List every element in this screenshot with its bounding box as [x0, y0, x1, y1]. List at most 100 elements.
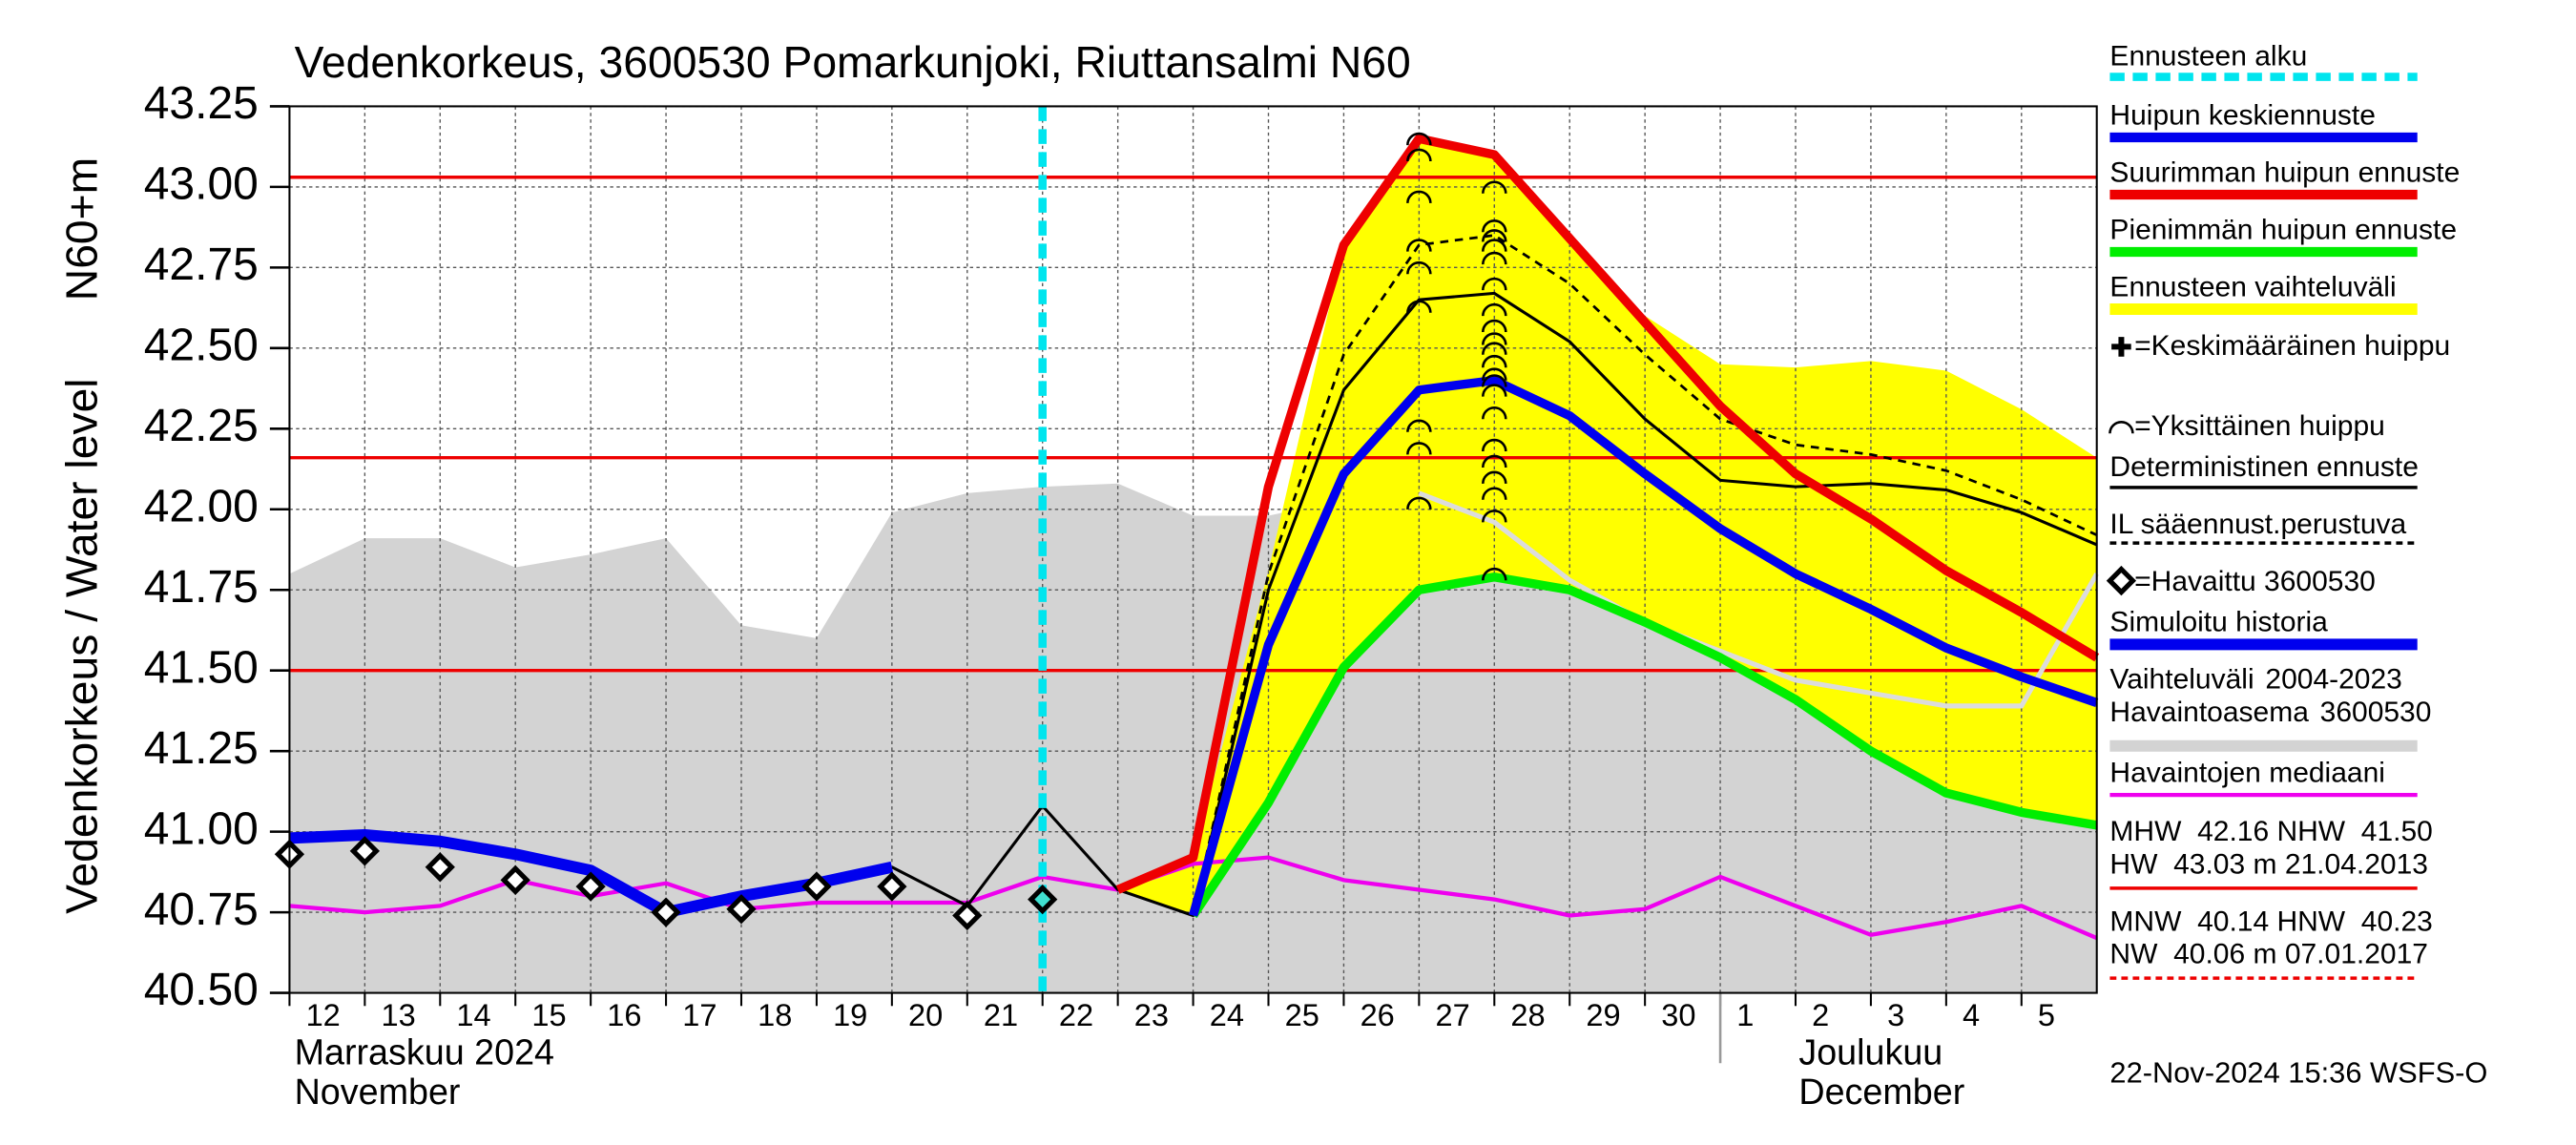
legend-symbol [2109, 421, 2134, 434]
single-peak [1482, 384, 1507, 397]
single-peak [1482, 487, 1507, 500]
legend-entry-text: Ennusteen vaihteluväli [2109, 269, 2397, 303]
plot-frame [288, 105, 2098, 994]
x-tick-label: 20 [908, 998, 943, 1032]
legend-entry-text: Pienimmän huipun ennuste [2109, 212, 2458, 246]
single-peak [1482, 374, 1507, 387]
y-tick-label: 42.25 [144, 401, 259, 451]
series-line [1189, 572, 2098, 919]
single-peak [1482, 302, 1507, 317]
single-peak [1482, 406, 1507, 420]
single-peak [1482, 319, 1507, 333]
x-tick-label: 18 [758, 998, 792, 1032]
y-tick-label: 40.50 [144, 965, 259, 1015]
observed-point [801, 871, 832, 902]
stats-text: NW 40.06 m 07.01.2017 [2109, 937, 2428, 969]
single-peak [1482, 367, 1507, 381]
legend-entry-text: Huipun keskiennuste [2109, 97, 2376, 132]
x-tick-label: 26 [1361, 998, 1395, 1032]
x-tick-label: 25 [1285, 998, 1319, 1032]
single-peak [1406, 496, 1432, 510]
legend-entry: =Yksittäinen huippu [2134, 408, 2385, 442]
legend-entry-text: Vaihteluväli 2004-2023 Havaintoasema 360… [2109, 662, 2432, 728]
observed-point [500, 864, 530, 895]
observed-point [575, 871, 606, 902]
legend-entry-text: Havaintojen mediaani [2109, 756, 2385, 789]
single-peak [1482, 567, 1507, 581]
single-peak [1482, 470, 1507, 484]
legend-entry: Deterministinen ennuste [2109, 449, 2419, 483]
legend-entry: Huipun keskiennuste [2109, 97, 2376, 132]
legend-entry-text: Ennusteen alku [2109, 39, 2308, 73]
series-line [891, 291, 2098, 918]
x-tick-label: 14 [456, 998, 490, 1032]
footer: 22-Nov-2024 15:36 WSFS-O [2109, 1055, 2487, 1089]
month-label: Joulukuu [1798, 1032, 1942, 1072]
single-peak [1406, 132, 1432, 146]
x-tick-label: 27 [1436, 998, 1470, 1032]
single-peak [1482, 510, 1507, 523]
legend-entry: Simuloitu historia [2109, 605, 2327, 637]
y-tick-label: 41.00 [144, 803, 259, 854]
legend-entry: Ennusteen vaihteluväli [2109, 269, 2397, 303]
chart-title: Vedenkorkeus, 3600530 Pomarkunjoki, Riut… [295, 37, 1411, 87]
y-tick-label: 43.25 [144, 78, 259, 129]
x-tick-label: 23 [1134, 998, 1169, 1032]
legend-entry-text: =Yksittäinen huippu [2134, 408, 2385, 442]
single-peak [1482, 251, 1507, 265]
legend-entry: Havaintojen mediaani [2109, 756, 2385, 789]
y-tick-label: 41.50 [144, 642, 259, 693]
single-peak [1406, 190, 1432, 203]
legend-entry-text: Deterministinen ennuste [2109, 449, 2419, 483]
observed-point [349, 836, 380, 866]
legend-entry-text: =Keskimääräinen huippu [2134, 328, 2451, 362]
legend-entry: Suurimman huipun ennuste [2109, 155, 2461, 189]
stats-text: MNW 40.14 HNW 40.23 [2109, 905, 2433, 938]
observed-point [877, 871, 907, 902]
stats-text: HW 43.03 m 21.04.2013 [2109, 847, 2428, 880]
y-tick-label: 42.50 [144, 321, 259, 371]
y-tick-label: 41.25 [144, 723, 259, 774]
single-peak [1482, 354, 1507, 368]
legend-entry: =Havaittu 3600530 [2134, 564, 2376, 596]
y-tick-label: 42.00 [144, 481, 259, 531]
single-peak [1482, 219, 1507, 233]
legend-entry-text: Suurimman huipun ennuste [2109, 155, 2461, 189]
stats-text: MHW 42.16 NHW 41.50 [2109, 814, 2433, 847]
single-peak [1482, 180, 1507, 194]
x-tick-label: 4 [1963, 998, 1980, 1032]
single-peak [1482, 277, 1507, 291]
x-tick-label: 17 [682, 998, 717, 1032]
series-line [1115, 134, 2100, 894]
x-tick-label: 19 [833, 998, 867, 1032]
legend-symbol [2111, 337, 2131, 357]
y-axis-unit: N60+m [56, 157, 106, 301]
stats-text-text: MHW 42.16 NHW 41.50 [2109, 814, 2433, 847]
single-peak [1406, 239, 1432, 252]
x-tick-label: 30 [1661, 998, 1695, 1032]
month-label-en: December [1798, 1072, 1964, 1112]
y-tick-label: 42.75 [144, 239, 259, 290]
single-peak [1482, 438, 1507, 452]
x-tick-label: 21 [984, 998, 1018, 1032]
series-line [1192, 234, 2098, 916]
single-peak [1482, 342, 1507, 355]
x-tick-label: 22 [1059, 998, 1093, 1032]
y-tick-label: 43.00 [144, 159, 259, 210]
single-peak [1406, 300, 1432, 313]
series-line [1418, 490, 2099, 709]
single-peak [1482, 454, 1507, 468]
single-peak [1482, 332, 1507, 345]
single-peak [1406, 148, 1432, 162]
x-tick-label: 1 [1736, 998, 1754, 1032]
stats-text-text: MNW 40.14 HNW 40.23 [2109, 905, 2433, 938]
month-label-en: November [295, 1072, 461, 1112]
legend-entry: IL sääennust.perustuva [2109, 507, 2406, 539]
legend-entry: =Keskimääräinen huippu [2134, 328, 2451, 362]
x-tick-label: 29 [1586, 998, 1620, 1032]
legend-entry: Ennusteen alku [2109, 39, 2308, 73]
x-tick-label: 15 [531, 998, 566, 1032]
single-peak [1482, 239, 1507, 252]
